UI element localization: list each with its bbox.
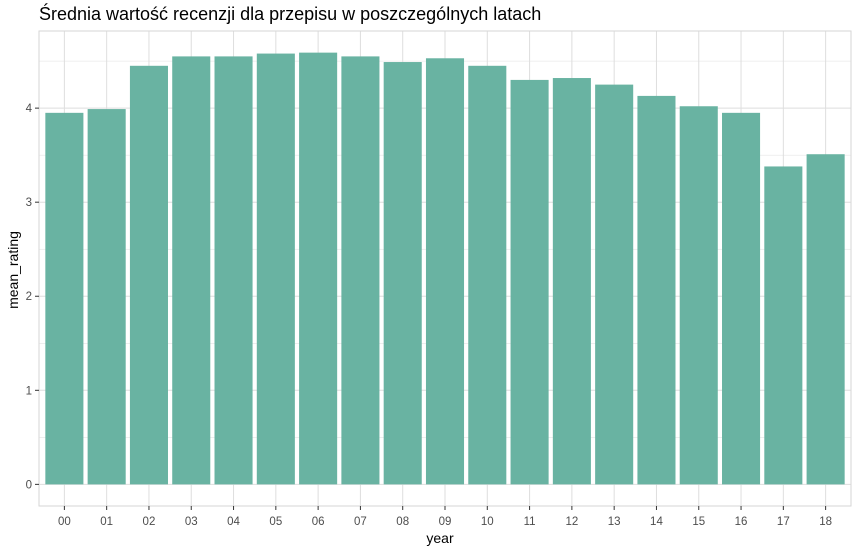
x-tick-label: 11 [524, 516, 536, 528]
x-tick-label: 03 [185, 516, 198, 528]
bar-03 [172, 56, 211, 485]
x-tick-label: 10 [481, 516, 494, 528]
x-tick-label: 01 [100, 516, 113, 528]
x-tick-label: 00 [58, 516, 71, 528]
x-tick-label: 16 [735, 516, 748, 528]
bar-11 [510, 79, 549, 485]
x-tick-label: 06 [312, 516, 325, 528]
bar-10 [468, 65, 507, 485]
bar-14 [637, 95, 676, 485]
x-tick-label: 14 [650, 516, 663, 528]
y-tick-label: 3 [26, 197, 32, 209]
bar-13 [595, 84, 634, 485]
bar-06 [299, 52, 338, 485]
bar-12 [552, 78, 591, 485]
bar-07 [341, 56, 380, 485]
y-tick-label: 1 [26, 385, 32, 397]
bar-17 [764, 166, 803, 485]
y-axis-title: mean_rating [5, 231, 21, 309]
x-tick-label: 04 [227, 516, 240, 528]
x-axis-title: year [426, 530, 454, 546]
bar-01 [87, 109, 126, 485]
x-tick-label: 08 [396, 516, 409, 528]
x-tick-label: 12 [565, 516, 578, 528]
bar-00 [45, 112, 84, 485]
bar-02 [129, 65, 168, 485]
bar-05 [256, 53, 295, 485]
y-tick-label: 0 [26, 479, 32, 491]
x-tick-label: 13 [608, 516, 621, 528]
chart-title: Średnia wartość recenzji dla przepisu w … [39, 4, 542, 24]
x-tick-label: 07 [354, 516, 367, 528]
bar-16 [722, 112, 761, 485]
x-tick-label: 18 [819, 516, 832, 528]
bar-15 [679, 106, 718, 485]
x-tick-label: 02 [143, 516, 156, 528]
bar-08 [383, 62, 422, 485]
bar-04 [214, 56, 253, 485]
y-tick-label: 2 [26, 291, 32, 303]
bars [45, 52, 845, 485]
y-tick-label: 4 [26, 103, 33, 115]
bar-18 [806, 154, 845, 485]
x-tick-label: 05 [269, 516, 282, 528]
x-tick-label: 15 [692, 516, 705, 528]
x-tick-label: 09 [439, 516, 452, 528]
x-tick-label: 17 [777, 516, 790, 528]
bar-09 [425, 58, 465, 485]
